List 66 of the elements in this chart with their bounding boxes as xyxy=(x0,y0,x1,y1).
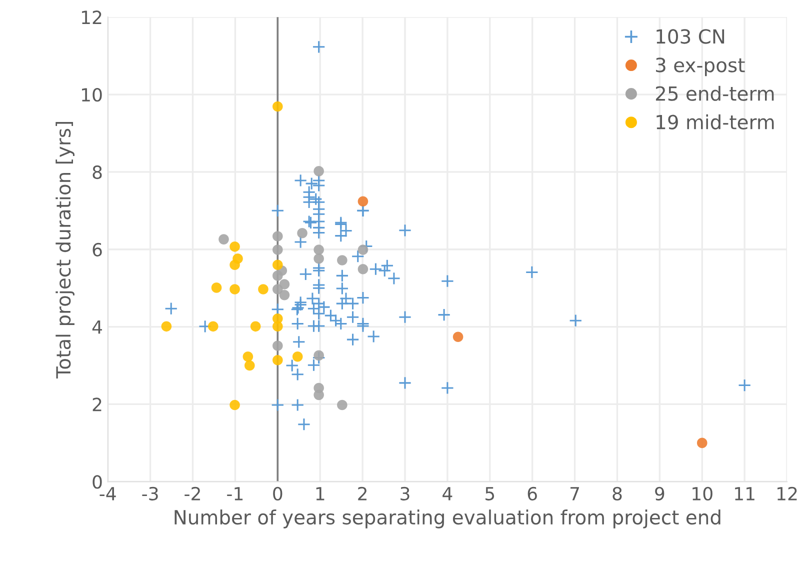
point xyxy=(272,260,283,270)
x-tick-label: 2 xyxy=(358,486,366,500)
point xyxy=(337,255,348,266)
x-axis-title: Number of years separating evaluation from project end xyxy=(174,510,720,528)
x-tick-label: 9 xyxy=(655,486,664,500)
y-tick-label: 8 xyxy=(92,165,102,180)
point xyxy=(208,321,218,332)
point xyxy=(314,390,324,400)
x-tick-label: 1 xyxy=(316,487,324,500)
point xyxy=(272,354,283,366)
point xyxy=(297,228,308,238)
x-tick-label: 7 xyxy=(570,487,579,500)
point xyxy=(272,270,283,281)
point xyxy=(272,231,283,242)
x-tick-label: 4 xyxy=(442,487,452,500)
point xyxy=(250,321,261,332)
point xyxy=(230,242,240,252)
y-tick-label: 4 xyxy=(92,320,102,334)
y-tick-label: 0 xyxy=(92,475,102,489)
x-tick-label: 3 xyxy=(400,486,410,500)
point xyxy=(279,279,290,290)
x-tick-label: -2 xyxy=(184,486,200,500)
point xyxy=(314,244,324,255)
x-tick-label: 0 xyxy=(273,486,282,500)
point xyxy=(211,282,222,293)
x-tick-label: 6 xyxy=(528,486,537,500)
point xyxy=(272,340,283,351)
point xyxy=(696,438,708,448)
point xyxy=(244,360,255,371)
point xyxy=(258,284,268,294)
y-tick-label: 6 xyxy=(92,242,102,256)
point xyxy=(230,260,240,270)
point xyxy=(242,351,254,362)
y-tick-label: 10 xyxy=(82,88,102,102)
point xyxy=(358,196,368,207)
point xyxy=(272,244,283,255)
point xyxy=(337,400,348,410)
legend-label: 25 end-term xyxy=(656,86,774,101)
x-tick-label: 11 xyxy=(735,487,754,500)
legend-label: 3 ex-post xyxy=(656,58,745,76)
point xyxy=(161,321,172,332)
legend-label: 103 CN xyxy=(656,29,724,44)
point xyxy=(314,254,324,264)
y-tick-label: 12 xyxy=(82,10,102,24)
legend-label: 19 mid-term xyxy=(656,114,774,130)
point xyxy=(272,321,283,332)
point xyxy=(314,166,324,176)
x-tick-label: -1 xyxy=(227,487,243,500)
y-tick-label: 2 xyxy=(92,398,102,412)
point xyxy=(230,400,240,410)
x-tick-label: -4 xyxy=(100,487,116,500)
point xyxy=(279,290,290,300)
point xyxy=(230,284,240,294)
point xyxy=(292,351,303,362)
x-tick-label: 10 xyxy=(692,486,712,500)
y-axis-title: Total project duration [yrs] xyxy=(56,122,74,378)
point xyxy=(452,332,464,342)
x-tick-label: 5 xyxy=(486,487,494,500)
point xyxy=(358,244,368,255)
x-tick-label: -3 xyxy=(142,486,158,500)
point xyxy=(314,350,324,361)
point xyxy=(218,234,229,244)
point xyxy=(358,264,368,274)
point xyxy=(272,101,283,112)
x-tick-label: 8 xyxy=(612,486,622,500)
x-tick-label: 12 xyxy=(778,486,797,500)
